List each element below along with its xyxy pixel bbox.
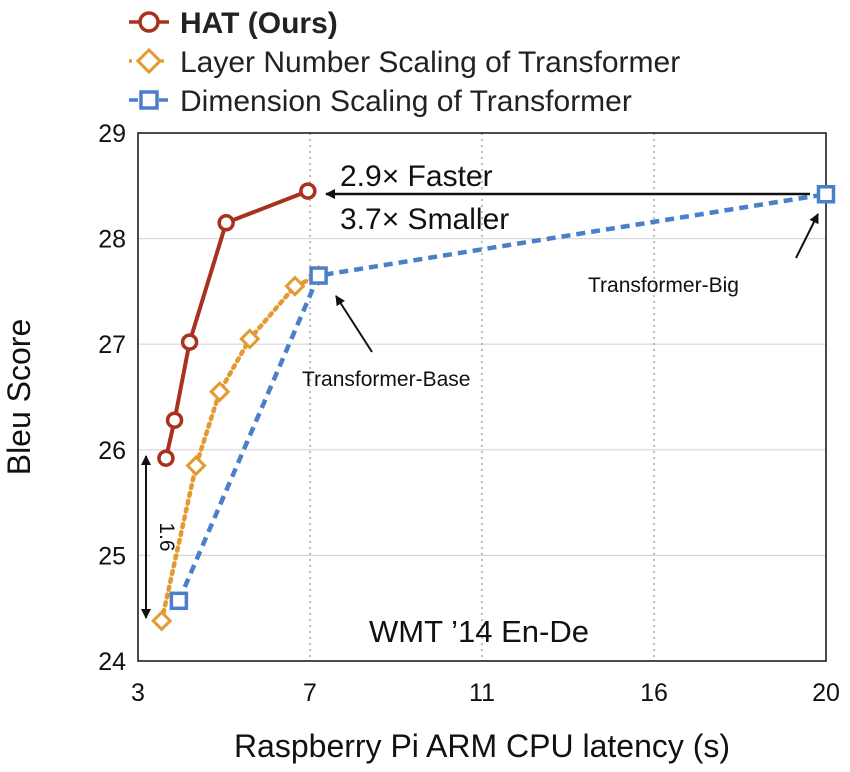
y-axis-ticks: 24 25 26 27 28 29	[98, 120, 126, 676]
gain-label-bg	[150, 514, 172, 560]
x-tick-label: 3	[131, 679, 145, 707]
plot-frame	[137, 132, 827, 662]
big-pointer-arrow	[795, 213, 819, 259]
legend: HAT (Ours) Layer Number Scaling of Trans…	[129, 7, 680, 118]
circle-marker-icon	[138, 11, 160, 33]
x-tick-label: 20	[812, 679, 840, 707]
data-point	[169, 591, 189, 611]
data-point	[217, 214, 235, 232]
transformer-base-label: Transformer-Base	[302, 368, 470, 391]
x-axis-ticks: 3 7 11 16 20	[131, 679, 840, 707]
y-axis-title: Bleu Score	[1, 319, 37, 476]
transformer-big-label: Transformer-Big	[588, 274, 739, 297]
y-tick-label: 28	[98, 226, 126, 254]
x-tick-label: 11	[469, 679, 495, 707]
series-0	[157, 182, 317, 467]
dataset-label: WMT ’14 En-De	[369, 614, 589, 649]
data-point	[185, 455, 207, 477]
data-point	[239, 328, 261, 350]
series-line	[163, 189, 309, 459]
x-tick-label: 16	[640, 679, 668, 707]
legend-label-hat: HAT (Ours)	[180, 7, 338, 40]
y-tick-label: 29	[98, 120, 126, 148]
y-tick-label: 27	[98, 331, 126, 359]
series-line	[176, 192, 827, 602]
legend-label-dimension-scaling: Dimension Scaling of Transformer	[180, 85, 632, 118]
faster-label: 2.9× Faster	[340, 160, 493, 193]
x-axis-title: Raspberry Pi ARM CPU latency (s)	[234, 728, 730, 764]
data-point	[209, 381, 231, 403]
data-point	[165, 411, 184, 429]
data-point	[180, 333, 199, 351]
diamond-marker-icon	[135, 47, 163, 75]
data-point	[816, 184, 836, 204]
legend-item-layer-scaling: Layer Number Scaling of Transformer	[129, 46, 680, 79]
data-point	[284, 275, 306, 297]
y-tick-label: 24	[98, 648, 126, 676]
smaller-label: 3.7× Smaller	[340, 203, 509, 236]
annotations: 2.9× Faster 3.7× Smaller Transformer-Big…	[141, 160, 819, 649]
square-marker-icon	[139, 90, 159, 110]
series-layer	[151, 182, 836, 632]
y-tick-label: 25	[98, 542, 126, 570]
series-2	[169, 184, 836, 611]
gain-label: 1.6	[155, 522, 178, 551]
legend-item-hat: HAT (Ours)	[129, 7, 338, 40]
data-point	[151, 610, 173, 632]
data-point	[299, 182, 317, 200]
legend-item-dimension-scaling: Dimension Scaling of Transformer	[129, 85, 632, 118]
y-tick-label: 26	[98, 437, 126, 465]
series-line	[159, 273, 321, 624]
data-point	[157, 449, 175, 467]
x-tick-label: 7	[303, 679, 317, 707]
data-point	[309, 266, 328, 285]
base-pointer-arrow	[335, 295, 373, 353]
legend-label-layer-scaling: Layer Number Scaling of Transformer	[180, 46, 680, 79]
